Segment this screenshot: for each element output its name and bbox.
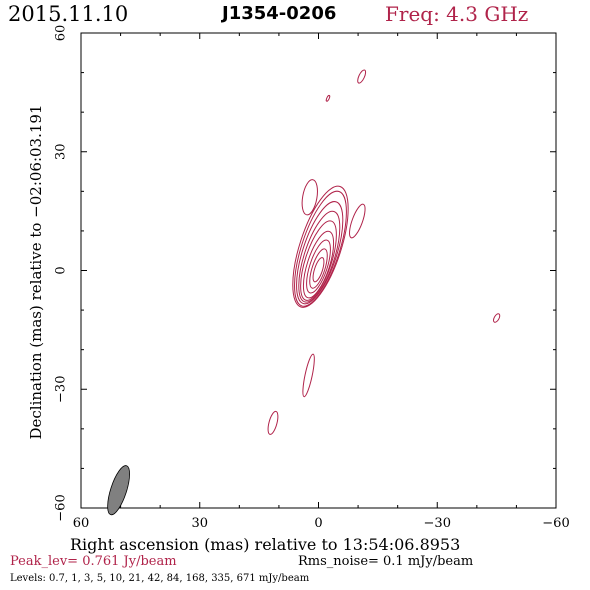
source-name: J1354-0206 xyxy=(222,3,337,24)
rms-noise-label: Rms_noise= 0.1 mJy/beam xyxy=(298,554,474,569)
jet-feature-contour xyxy=(301,179,318,216)
x-axis-label: Right ascension (mas) relative to 13:54:… xyxy=(70,535,461,554)
core-contour xyxy=(312,257,325,283)
x-tick-label: 0 xyxy=(314,516,322,531)
x-tick-label: −30 xyxy=(424,516,451,531)
core-contour xyxy=(298,210,341,303)
core-contour xyxy=(306,239,331,294)
jet-feature-contour xyxy=(357,69,367,84)
core-contour xyxy=(309,248,328,289)
beam-ellipse xyxy=(107,465,130,516)
jet-feature-contour xyxy=(349,203,366,239)
jet-feature-contour xyxy=(267,410,279,435)
x-tick-label: −60 xyxy=(542,516,569,531)
contour-levels-label: Levels: 0.7, 1, 3, 5, 10, 21, 42, 84, 16… xyxy=(10,573,310,584)
x-tick-label: 60 xyxy=(73,516,90,531)
core-contour xyxy=(292,185,349,308)
core-contour xyxy=(296,201,344,305)
core-contour xyxy=(294,190,347,307)
plot-frame xyxy=(80,32,557,509)
y-tick-label: −60 xyxy=(54,494,69,521)
x-tick-label: 30 xyxy=(191,516,208,531)
peak-level-label: Peak_lev= 0.761 Jy/beam xyxy=(10,554,177,569)
y-tick-label: 30 xyxy=(54,143,69,160)
jet-feature-contour xyxy=(492,313,501,323)
observation-date: 2015.11.10 xyxy=(8,2,129,26)
core-contour xyxy=(302,230,335,299)
y-tick-label: 60 xyxy=(54,25,69,42)
frequency-label: Freq: 4.3 GHz xyxy=(385,2,529,26)
jet-feature-contour xyxy=(302,353,315,398)
y-tick-label: 0 xyxy=(54,266,69,274)
y-tick-label: −30 xyxy=(54,376,69,403)
jet-feature-contour xyxy=(325,94,331,102)
core-contour xyxy=(300,220,337,301)
